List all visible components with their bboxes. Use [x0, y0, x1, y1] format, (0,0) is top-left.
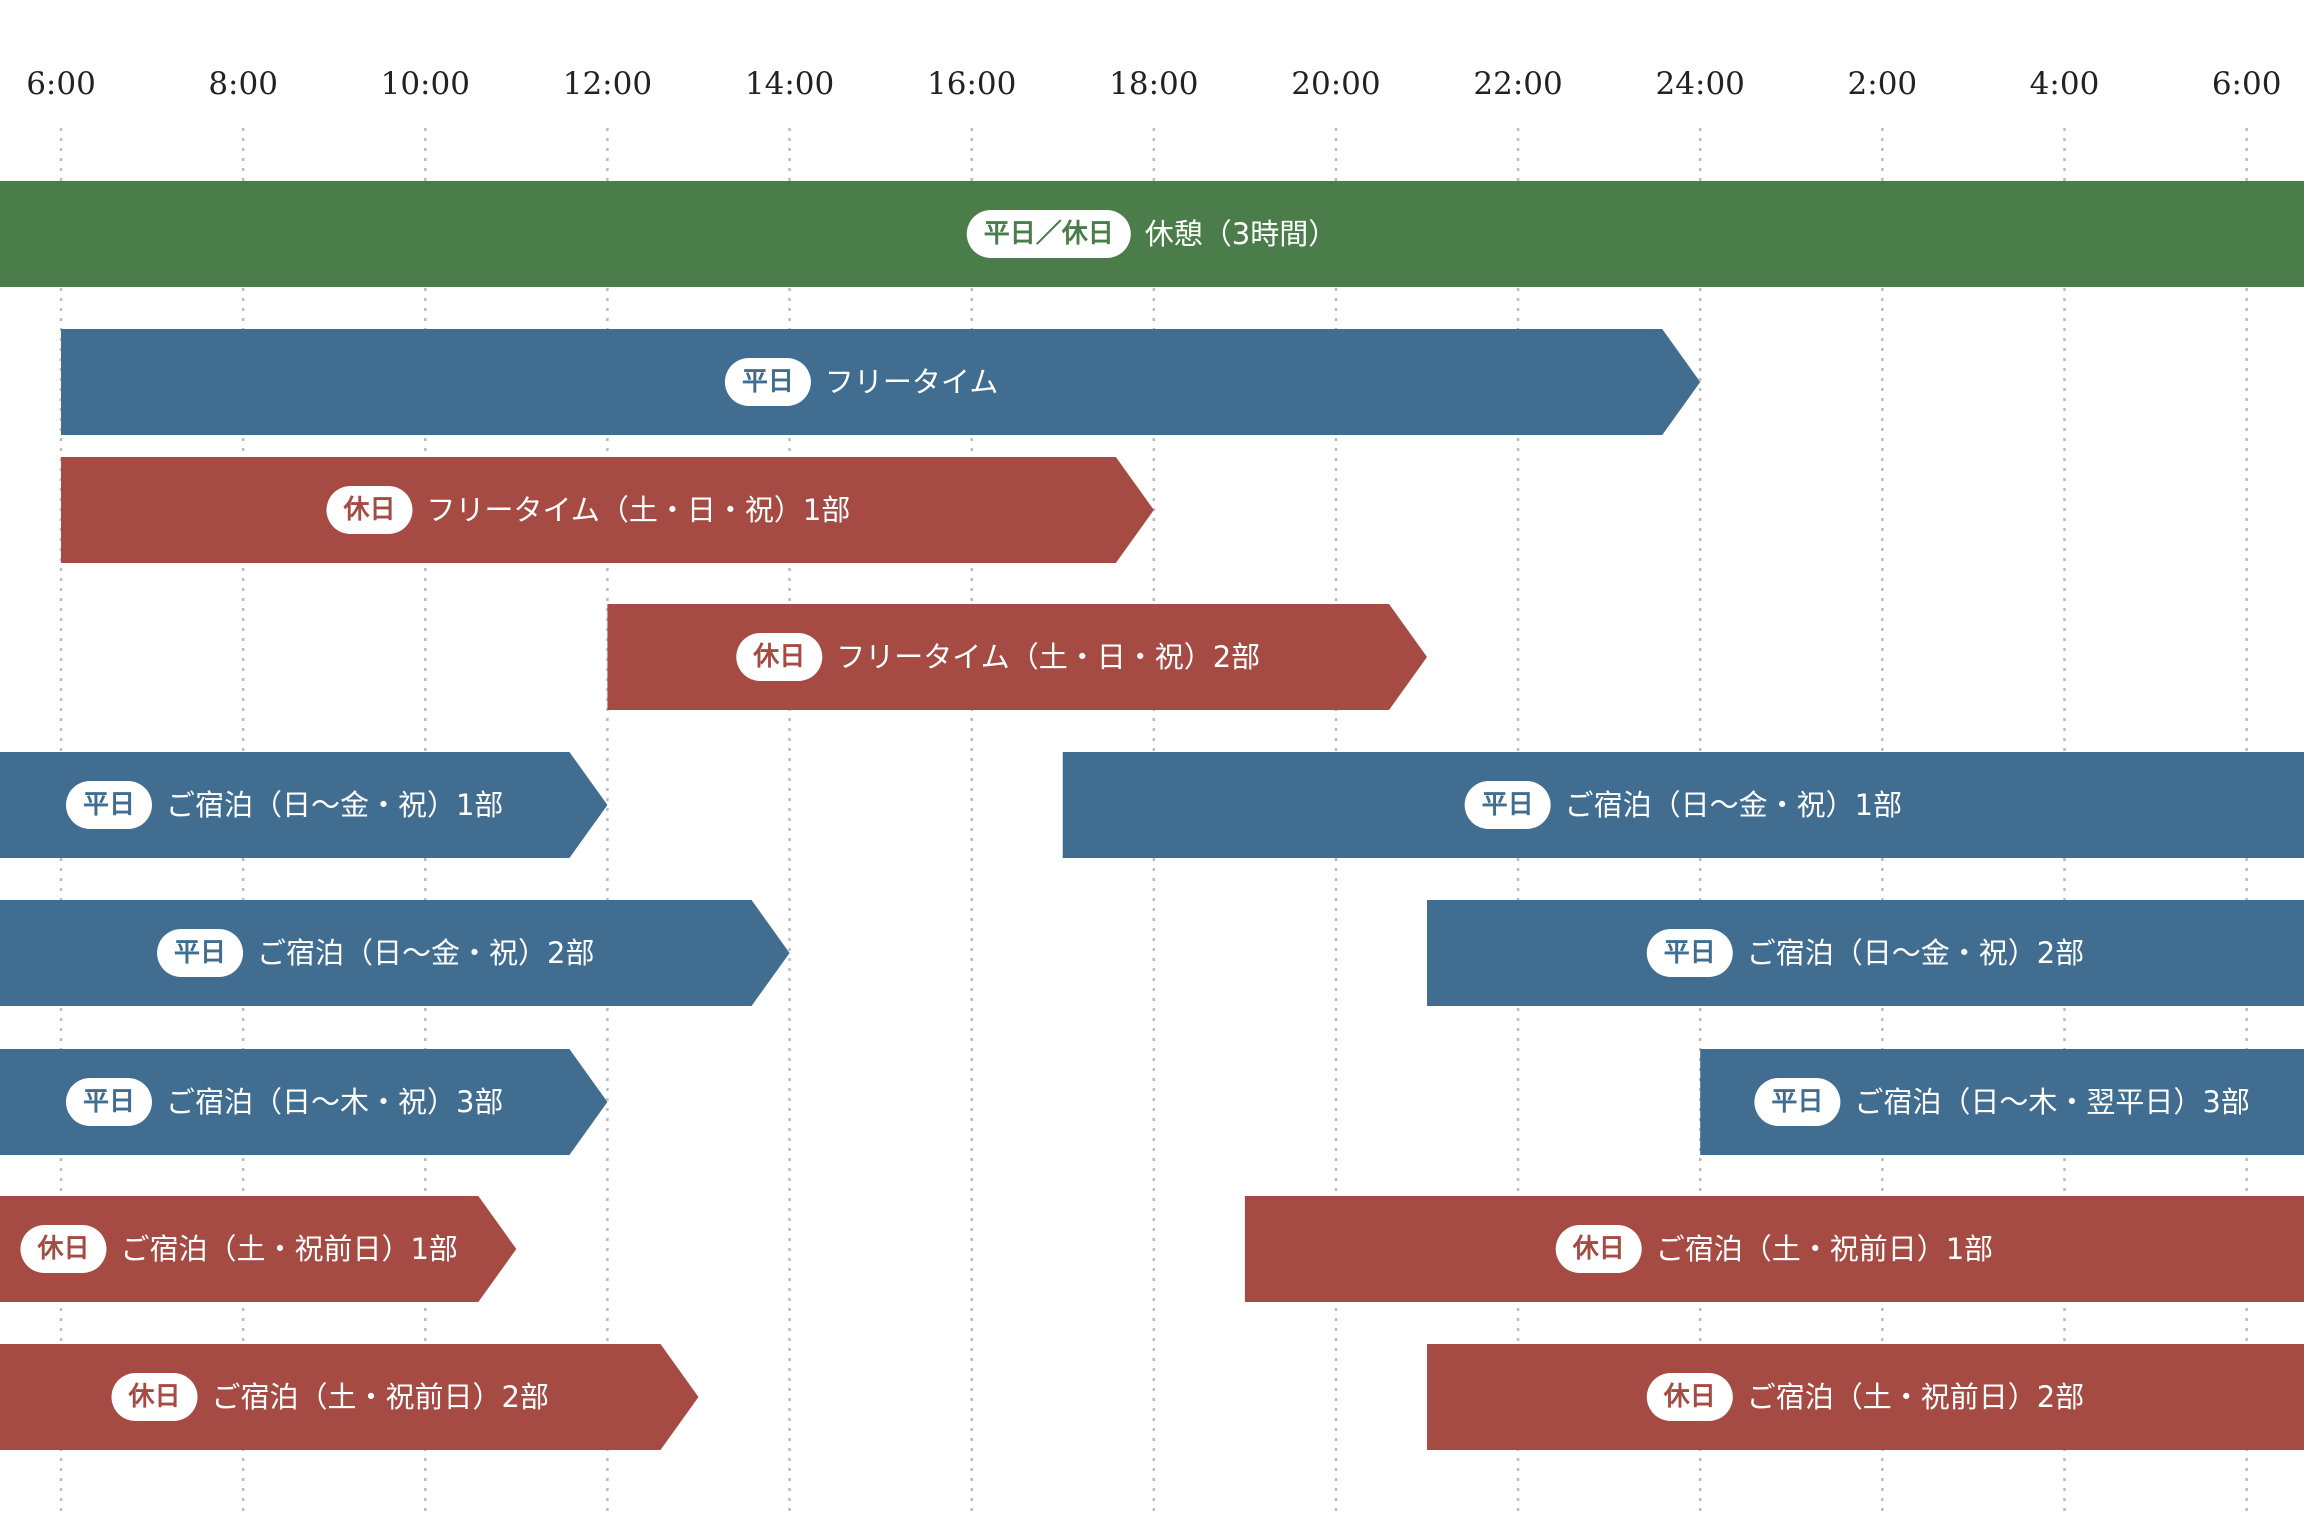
- bar-label: 平日 ご宿泊（日〜金・祝）2部: [157, 929, 595, 977]
- time-bar: [0, 181, 2304, 287]
- time-bar: [1244, 1196, 2304, 1302]
- badge-text: 休日: [1572, 1234, 1625, 1264]
- badge: [20, 1225, 107, 1273]
- bar-text: ご宿泊（日〜木・祝）3部: [166, 1085, 503, 1119]
- bar-text: ご宿泊（土・祝前日）1部: [120, 1232, 457, 1266]
- x-tick-label: 22:00: [1473, 66, 1562, 102]
- x-tick-label: 20:00: [1291, 66, 1380, 102]
- bar-label: 平日 ご宿泊（日〜木・翌平日）3部: [1754, 1078, 2250, 1126]
- bar-text: ご宿泊（日〜金・祝）2部: [1747, 936, 2084, 970]
- badge: [157, 929, 244, 977]
- x-tick-label: 18:00: [1109, 66, 1198, 102]
- bar-text: フリータイム（土・日・祝）1部: [426, 493, 850, 527]
- x-tick-label: 10:00: [381, 66, 470, 102]
- x-tick-label: 24:00: [1656, 66, 1745, 102]
- bar-label: 平日 フリータイム: [724, 358, 998, 406]
- badge-text: 平日: [174, 938, 226, 968]
- time-bar: [0, 752, 608, 858]
- bar-label: 休日 ご宿泊（土・祝前日）2部: [111, 1373, 549, 1421]
- bar-label: 平日 ご宿泊（日〜金・祝）2部: [1646, 929, 2084, 977]
- badge-text: 休日: [752, 642, 805, 672]
- badge: [1555, 1225, 1642, 1273]
- x-tick-label: 4:00: [2030, 66, 2100, 102]
- badge: [111, 1373, 198, 1421]
- badge: [1754, 1078, 1841, 1126]
- badge: [65, 781, 152, 829]
- x-tick-label: 2:00: [1848, 66, 1918, 102]
- badge-text: 平日／休日: [984, 219, 1114, 249]
- badge: [724, 358, 811, 406]
- bar-label: 休日 ご宿泊（土・祝前日）2部: [1646, 1373, 2084, 1421]
- badge: [736, 633, 823, 681]
- bar-text: ご宿泊（日〜金・祝）1部: [166, 788, 503, 822]
- time-bar: [1062, 752, 2304, 858]
- x-tick-label: 6:00: [2212, 66, 2282, 102]
- x-tick-label: 16:00: [927, 66, 1016, 102]
- badge-text: 休日: [342, 495, 395, 525]
- bar-text: ご宿泊（日〜金・祝）1部: [1565, 788, 1902, 822]
- time-bar: [0, 1344, 699, 1450]
- x-tick-label: 6:00: [26, 66, 96, 102]
- badge-text: 平日: [742, 367, 794, 397]
- badge-text: 休日: [1663, 1382, 1716, 1412]
- bar-text: 休憩（3時間）: [1145, 217, 1337, 251]
- badge-text: 休日: [128, 1382, 181, 1412]
- badge: [1464, 781, 1551, 829]
- time-bar: [1700, 1049, 2304, 1155]
- bar-text: ご宿泊（土・祝前日）2部: [212, 1380, 549, 1414]
- badge: [1646, 1373, 1733, 1421]
- badge: [966, 210, 1131, 258]
- bar-text: フリータイム（土・日・祝）2部: [836, 640, 1260, 674]
- bar-label: 休日 フリータイム（土・日・祝）2部: [736, 633, 1260, 681]
- bar-label: 平日 ご宿泊（日〜金・祝）1部: [1464, 781, 1902, 829]
- time-bar: [1427, 1344, 2304, 1450]
- bar-label: 休日 ご宿泊（土・祝前日）1部: [1555, 1225, 1993, 1273]
- time-bar: [0, 1049, 608, 1155]
- time-bar: [61, 329, 1701, 435]
- x-tick-label: 14:00: [745, 66, 834, 102]
- badge-text: 平日: [1664, 938, 1716, 968]
- x-tick-label: 8:00: [208, 66, 278, 102]
- badge: [1646, 929, 1733, 977]
- badge-text: 平日: [83, 790, 135, 820]
- bar-text: ご宿泊（日〜金・祝）2部: [257, 936, 594, 970]
- bar-label: 休日 フリータイム（土・日・祝）1部: [326, 486, 850, 534]
- badge-text: 休日: [36, 1234, 89, 1264]
- badge: [326, 486, 413, 534]
- badge-text: 平日: [1482, 790, 1534, 820]
- time-bar: [0, 900, 790, 1006]
- bar-label: 平日 ご宿泊（日〜木・祝）3部: [65, 1078, 503, 1126]
- bar-label: 休日 ご宿泊（土・祝前日）1部: [20, 1225, 458, 1273]
- badge-text: 平日: [83, 1087, 135, 1117]
- badge: [65, 1078, 152, 1126]
- bar-text: ご宿泊（土・祝前日）2部: [1747, 1380, 2084, 1414]
- bar-label: 平日／休日 休憩（3時間）: [966, 210, 1337, 258]
- badge-text: 平日: [1771, 1087, 1823, 1117]
- time-bar: [0, 1196, 517, 1302]
- bar-text: ご宿泊（日〜木・翌平日）3部: [1854, 1085, 2249, 1119]
- time-bar: [607, 604, 1428, 710]
- time-bar: [61, 457, 1154, 563]
- bar-text: フリータイム: [825, 365, 998, 399]
- bar-label: 平日 ご宿泊（日〜金・祝）1部: [65, 781, 503, 829]
- time-bar: [1427, 900, 2304, 1006]
- bar-text: ご宿泊（土・祝前日）1部: [1656, 1232, 1993, 1266]
- x-tick-label: 12:00: [563, 66, 652, 102]
